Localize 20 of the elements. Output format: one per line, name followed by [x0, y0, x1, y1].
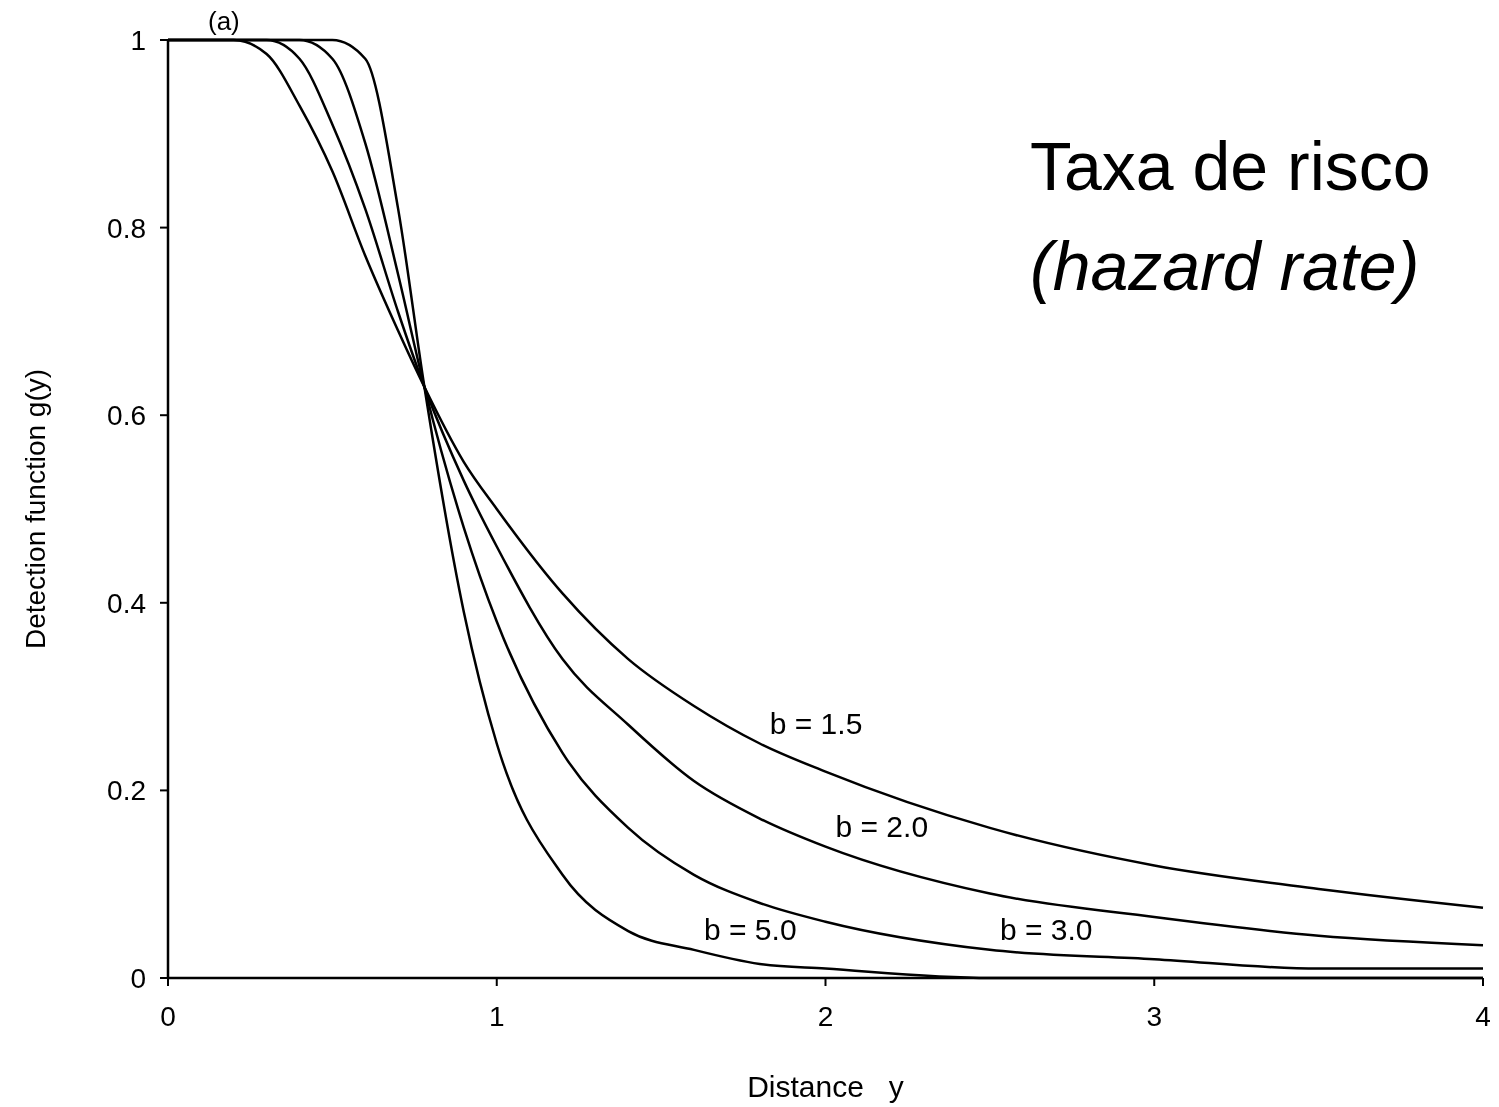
y-tick-label: 0.6	[107, 400, 146, 432]
x-tick-label: 0	[160, 1001, 176, 1032]
text: (hazard rate)	[1030, 228, 1420, 304]
x-tick-label: 3	[1146, 1001, 1163, 1032]
x-tick-label: 4	[1475, 1001, 1491, 1032]
y-axis-title: Detection function g(y)	[20, 368, 51, 650]
y-tick-label: 0	[130, 963, 146, 994]
x-tick-label: 1	[488, 1001, 505, 1032]
text: (a)	[208, 6, 240, 36]
series-label: b = 2.0	[835, 809, 929, 843]
y-tick-label: 0.4	[107, 587, 146, 619]
series-label: b = 5.0	[704, 912, 797, 946]
series-label: b = 1.5	[769, 706, 863, 740]
y-tick-label: 0.2	[107, 775, 146, 807]
x-tick-label: 2	[817, 1001, 834, 1032]
series-label: b = 3.0	[999, 912, 1093, 946]
x-axis-title: Distance y	[747, 1070, 904, 1103]
y-tick-label: 0.8	[107, 212, 146, 244]
y-tick-label: 1	[130, 25, 146, 56]
text: Taxa de risco	[1030, 128, 1431, 204]
